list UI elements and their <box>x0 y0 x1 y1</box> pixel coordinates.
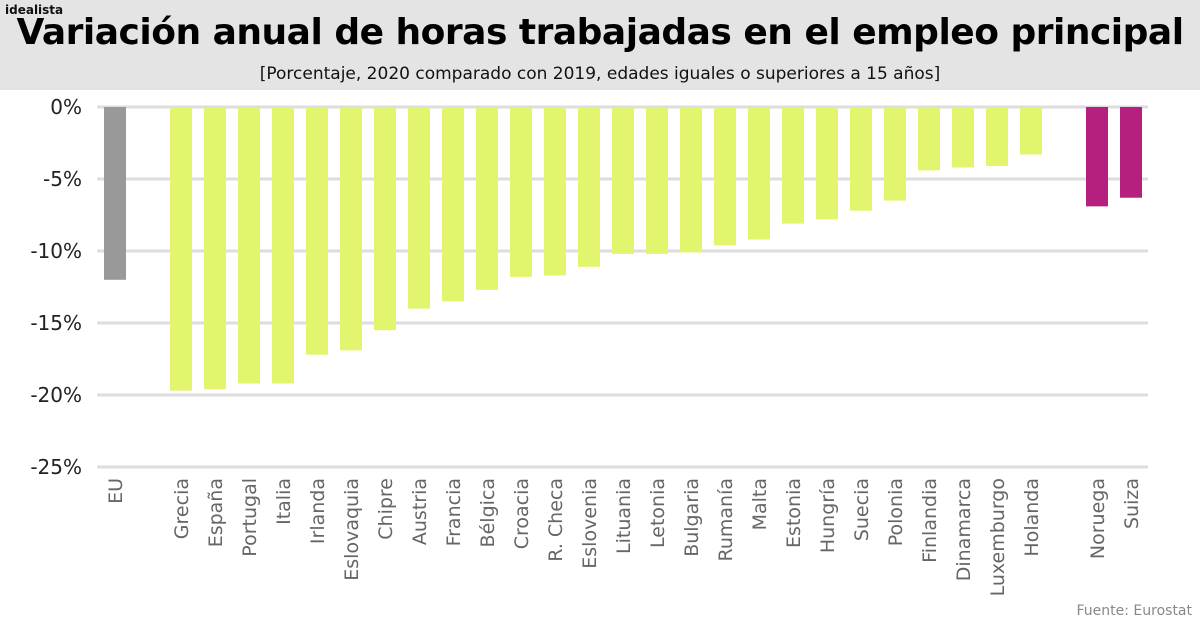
x-tick-label: Irlanda <box>307 478 329 544</box>
bar <box>748 107 770 240</box>
bar <box>476 107 498 290</box>
bar <box>204 107 226 390</box>
y-tick-label: -25% <box>30 455 82 479</box>
x-tick-label: Eslovenia <box>579 478 601 569</box>
bar <box>544 107 566 276</box>
bar <box>272 107 294 384</box>
y-tick-label: -15% <box>30 311 82 335</box>
bar <box>340 107 362 351</box>
bar <box>918 107 940 171</box>
bar <box>170 107 192 391</box>
x-tick-label: Dinamarca <box>953 478 975 581</box>
x-tick-label: Eslovaquia <box>341 478 363 581</box>
x-tick-label: Suiza <box>1121 478 1143 529</box>
x-tick-label: EU <box>105 478 127 504</box>
y-tick-label: 0% <box>50 95 82 119</box>
x-tick-label: Lituania <box>613 478 635 554</box>
bar <box>952 107 974 168</box>
x-tick-label: Grecia <box>171 478 193 539</box>
bar <box>408 107 430 309</box>
bar <box>238 107 260 384</box>
bar <box>1120 107 1142 198</box>
y-tick-label: -20% <box>30 383 82 407</box>
x-tick-label: Finlandia <box>919 478 941 563</box>
chart-subtitle: [Porcentaje, 2020 comparado con 2019, ed… <box>259 64 941 84</box>
bar <box>646 107 668 254</box>
bar <box>374 107 396 331</box>
source-note: Fuente: Eurostat <box>1076 603 1193 619</box>
x-tick-label: Hungría <box>817 478 839 553</box>
x-tick-label: Croacia <box>511 478 533 549</box>
x-tick-label: Noruega <box>1087 478 1109 559</box>
bar <box>1020 107 1042 155</box>
chart-title: Variación anual de horas trabajadas en e… <box>16 12 1184 53</box>
x-tick-label: Polonia <box>885 478 907 546</box>
bar <box>680 107 702 253</box>
bar <box>510 107 532 277</box>
x-tick-label: Bélgica <box>477 478 499 547</box>
bar <box>850 107 872 211</box>
x-tick-label: España <box>205 478 227 547</box>
x-tick-label: Bulgaria <box>681 478 703 557</box>
y-tick-label: -5% <box>43 167 82 191</box>
bar <box>884 107 906 201</box>
x-tick-label: Malta <box>749 478 771 530</box>
x-tick-label: Italia <box>273 478 295 525</box>
x-tick-label: Holanda <box>1021 478 1043 557</box>
bar <box>816 107 838 220</box>
brand-logo: idealista <box>5 3 64 17</box>
x-tick-label: Suecia <box>851 478 873 541</box>
x-tick-label: Francia <box>443 478 465 546</box>
bar <box>306 107 328 355</box>
bar <box>986 107 1008 167</box>
header: idealista Variación anual de horas traba… <box>0 0 1200 90</box>
y-tick-label: -10% <box>30 239 82 263</box>
bar <box>782 107 804 224</box>
bar <box>104 107 126 280</box>
x-tick-label: Luxemburgo <box>987 478 1009 596</box>
x-tick-label: Chipre <box>375 478 397 540</box>
bar <box>1086 107 1108 207</box>
bar <box>714 107 736 246</box>
x-tick-label: Letonia <box>647 478 669 548</box>
bar <box>442 107 464 302</box>
x-tick-label: Portugal <box>239 478 261 557</box>
bar <box>612 107 634 254</box>
x-tick-label: Rumanía <box>715 478 737 562</box>
x-tick-label: Austria <box>409 478 431 545</box>
x-tick-label: R. Checa <box>545 478 567 562</box>
bar <box>578 107 600 267</box>
x-tick-label: Estonia <box>783 478 805 548</box>
